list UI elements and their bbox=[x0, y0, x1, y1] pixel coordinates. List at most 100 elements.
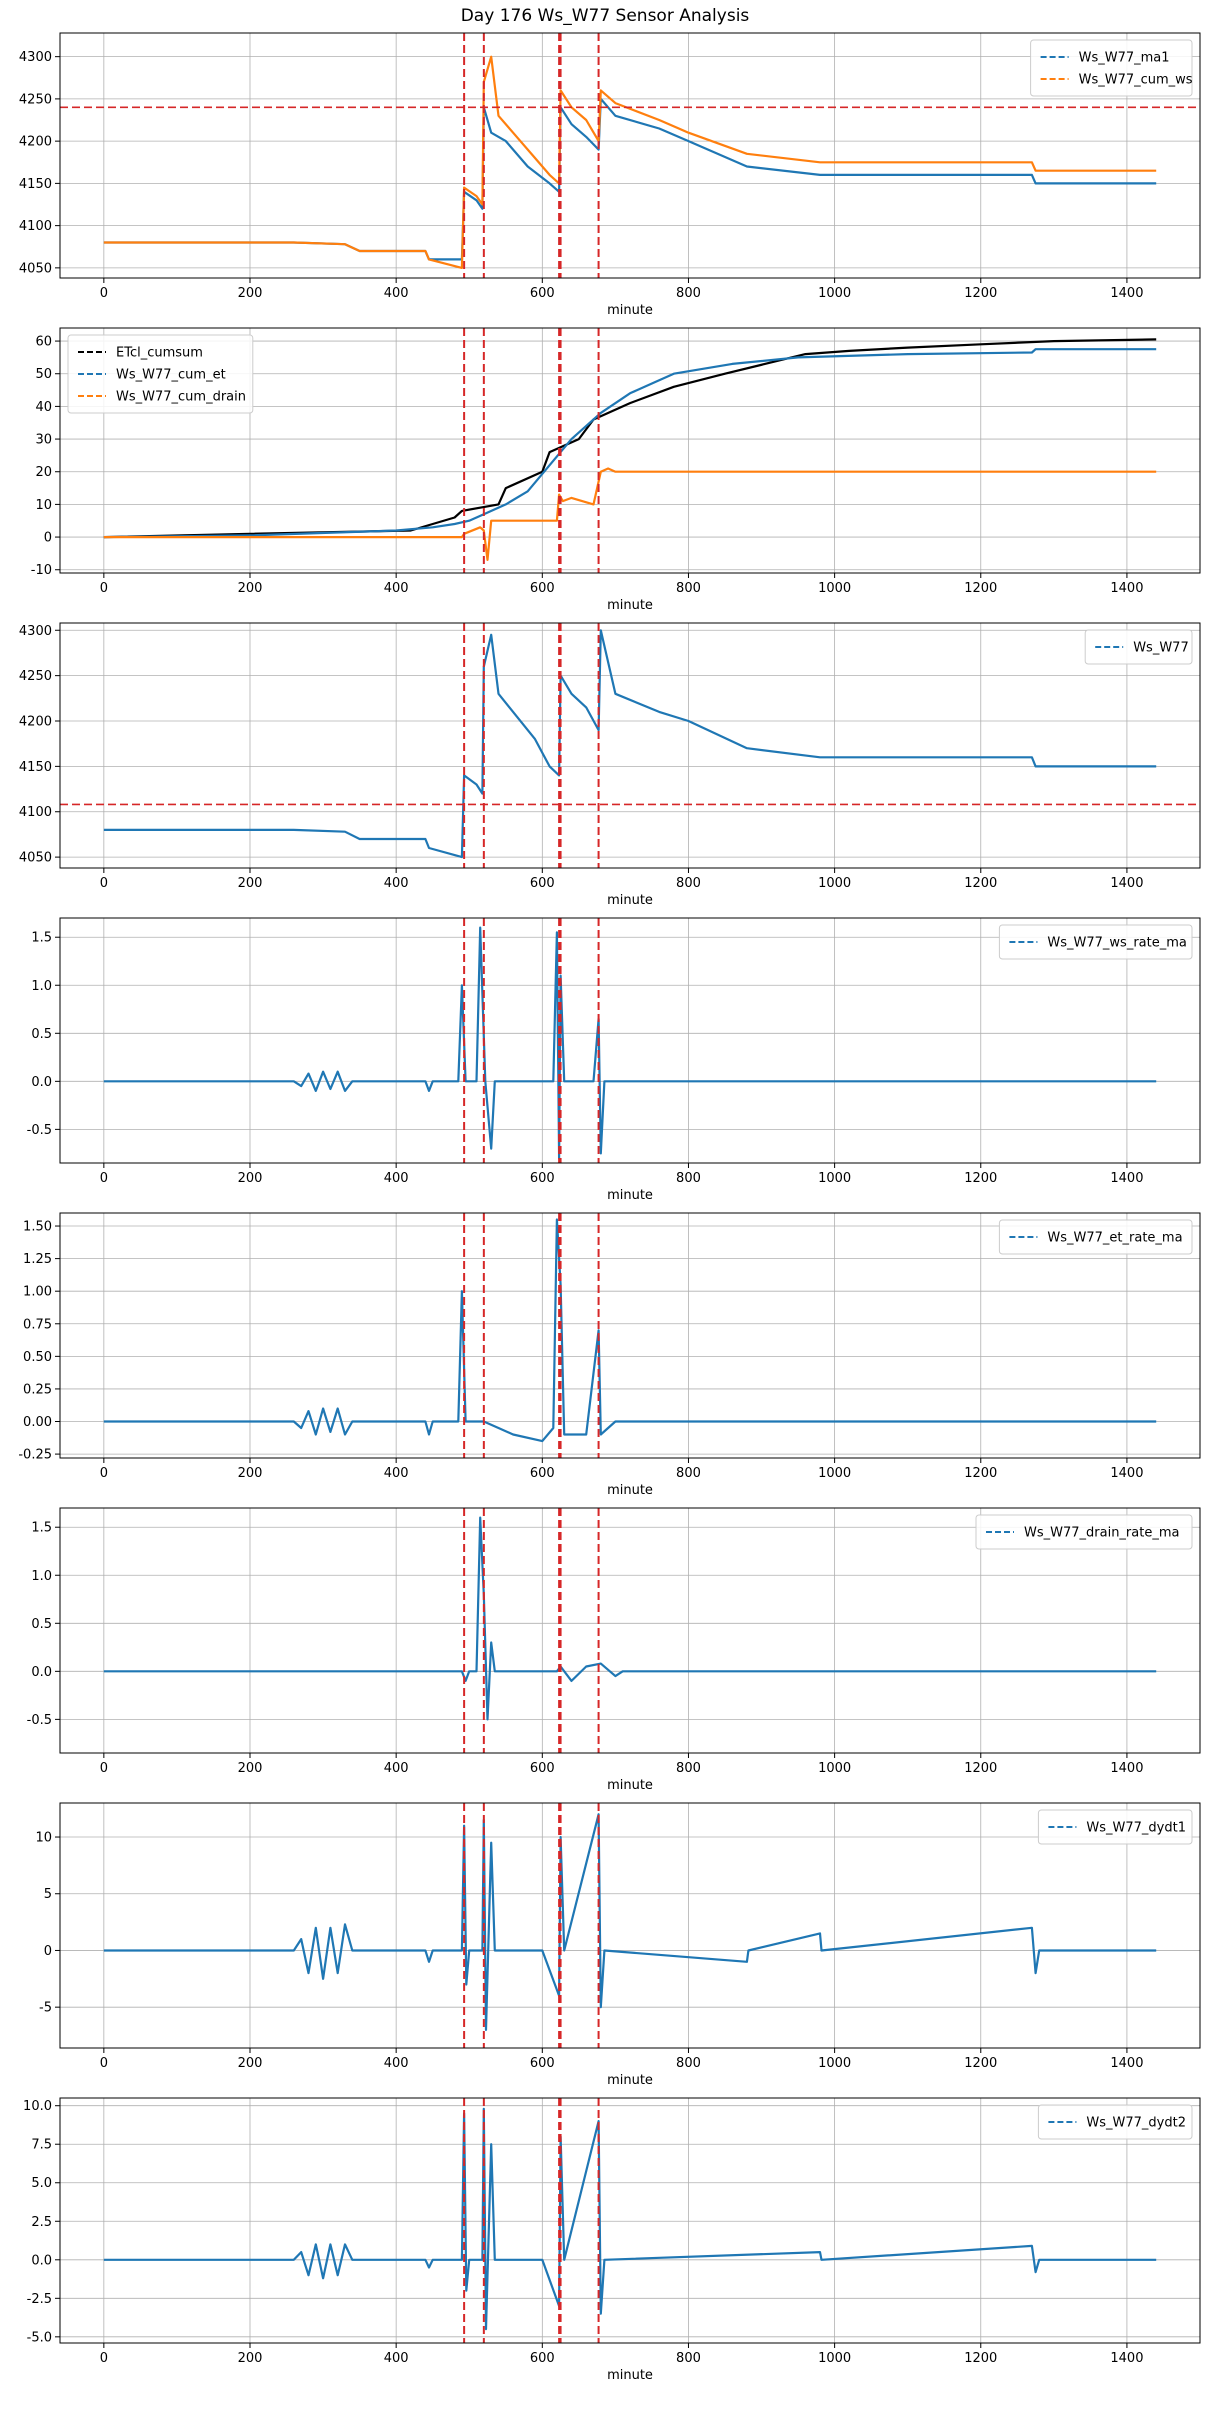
x-tick-label: 0 bbox=[100, 2056, 108, 2071]
y-tick-label: 0.50 bbox=[23, 1350, 52, 1365]
legend-box bbox=[67, 334, 254, 414]
plot-frame bbox=[59, 2097, 1201, 2344]
plot-frame bbox=[59, 1802, 1201, 2049]
legend: Ws_W77_ma1 Ws_W77_cum_ws bbox=[1030, 39, 1193, 97]
series-line-Ws_W77_dydt1 bbox=[103, 1813, 1157, 2031]
y-tick-label: 0.25 bbox=[23, 1382, 52, 1397]
x-tick-label: 1000 bbox=[818, 286, 851, 301]
y-tick-label: 4200 bbox=[19, 715, 52, 730]
x-tick-label: 1200 bbox=[964, 1171, 997, 1186]
x-axis-label: minute bbox=[607, 1778, 653, 1793]
y-tick-label: 1.50 bbox=[23, 1220, 52, 1235]
plot-area bbox=[60, 33, 1200, 278]
legend-label: Ws_W77 bbox=[1133, 641, 1189, 656]
plot-frame bbox=[59, 1212, 1201, 1459]
x-axis-label: minute bbox=[607, 1483, 653, 1498]
x-tick-label: 1000 bbox=[818, 2351, 851, 2366]
plot-frame bbox=[59, 32, 1201, 279]
y-tick-label: 4100 bbox=[19, 805, 52, 820]
y-tick-label: -5.0 bbox=[27, 2330, 52, 2345]
x-tick-label: 1200 bbox=[964, 2056, 997, 2071]
x-tick-label: 1000 bbox=[818, 2056, 851, 2071]
plot-frame bbox=[59, 622, 1201, 869]
legend-box bbox=[998, 924, 1193, 960]
plot-area bbox=[103, 1508, 1157, 1753]
x-tick-label: 1000 bbox=[818, 1466, 851, 1481]
x-axis-label: minute bbox=[607, 893, 653, 908]
x-tick-label: 1200 bbox=[964, 1761, 997, 1776]
y-tick-label: 5.0 bbox=[31, 2176, 52, 2191]
x-tick-label: 800 bbox=[676, 1761, 701, 1776]
x-tick-label: 200 bbox=[238, 876, 263, 891]
x-tick-label: 1200 bbox=[964, 876, 997, 891]
legend-box bbox=[1084, 629, 1193, 665]
series-line-Ws_W77_cum_drain bbox=[103, 467, 1157, 561]
x-tick-label: 400 bbox=[384, 1171, 409, 1186]
y-tick-label: 40 bbox=[35, 400, 52, 415]
plot-area bbox=[103, 1803, 1157, 2048]
series-line-Ws_W77_cum_ws bbox=[103, 55, 1157, 269]
y-tick-label: 4300 bbox=[19, 624, 52, 639]
chart-panel-5: 0 200 400 600 800 1000 1200 1400 -0.25 0.00 0.25 0.… bbox=[18, 1212, 1201, 1498]
legend: Ws_W77_drain_rate_ma bbox=[975, 1514, 1193, 1550]
y-tick-label: 5 bbox=[44, 1887, 52, 1902]
x-tick-label: 800 bbox=[676, 286, 701, 301]
y-tick-label: 0.0 bbox=[31, 1665, 52, 1680]
legend-box bbox=[1030, 39, 1193, 97]
x-tick-label: 400 bbox=[384, 2351, 409, 2366]
x-tick-label: 800 bbox=[676, 1171, 701, 1186]
y-tick-label: 0.0 bbox=[31, 1075, 52, 1090]
y-tick-label: 50 bbox=[35, 367, 52, 382]
x-tick-label: 1400 bbox=[1110, 2351, 1143, 2366]
series-line-Ws_W77_cum_et bbox=[103, 348, 1157, 539]
legend-label: Ws_W77_cum_ws bbox=[1079, 73, 1193, 88]
y-tick-label: -0.5 bbox=[27, 1123, 52, 1138]
x-tick-label: 600 bbox=[530, 1171, 555, 1186]
y-tick-label: 7.5 bbox=[31, 2138, 52, 2153]
x-tick-label: 0 bbox=[100, 2351, 108, 2366]
legend-label: Ws_W77_et_rate_ma bbox=[1047, 1231, 1182, 1246]
x-tick-label: 0 bbox=[100, 1466, 108, 1481]
x-tick-label: 1400 bbox=[1110, 876, 1143, 891]
x-tick-label: 200 bbox=[238, 581, 263, 596]
plot-frame bbox=[59, 1507, 1201, 1754]
series-line-Ws_W77_ma1 bbox=[103, 97, 1157, 261]
y-tick-label: 20 bbox=[35, 465, 52, 480]
chart-panel-8: 0 200 400 600 800 1000 1200 1400 -5.0 -2.5 0.0 2.5 5… bbox=[23, 2097, 1201, 2383]
legend-box bbox=[1037, 1809, 1193, 1845]
legend-box bbox=[998, 1219, 1193, 1255]
x-tick-label: 1000 bbox=[818, 581, 851, 596]
x-tick-label: 400 bbox=[384, 876, 409, 891]
x-tick-label: 600 bbox=[530, 2351, 555, 2366]
x-tick-label: 0 bbox=[100, 876, 108, 891]
chart-panel-4: 0 200 400 600 800 1000 1200 1400 -0.5 0.0 0.5 1.0 1.… bbox=[27, 917, 1201, 1203]
y-tick-label: 1.0 bbox=[31, 1569, 52, 1584]
y-tick-label: 10 bbox=[35, 1831, 52, 1846]
chart-panel-2: 0 200 400 600 800 1000 1200 1400 -10 0 10 20 30 40 50 6… bbox=[31, 327, 1201, 613]
x-axis-label: minute bbox=[607, 2073, 653, 2088]
series-line-Ws_W77_dydt2 bbox=[103, 2107, 1157, 2331]
x-axis-label: minute bbox=[607, 2368, 653, 2383]
y-tick-label: 1.0 bbox=[31, 979, 52, 994]
y-tick-label: 1.5 bbox=[31, 1521, 52, 1536]
x-tick-label: 0 bbox=[100, 1171, 108, 1186]
panels: 0 200 400 600 800 1000 1200 1400405041004150420… bbox=[18, 32, 1201, 2383]
legend-box bbox=[1037, 2104, 1193, 2140]
plot-area bbox=[103, 2098, 1157, 2343]
x-tick-label: 200 bbox=[238, 1171, 263, 1186]
y-tick-label: -10 bbox=[31, 563, 52, 578]
y-tick-label: 0.0 bbox=[31, 2253, 52, 2268]
x-tick-label: 400 bbox=[384, 1761, 409, 1776]
legend: Ws_W77 bbox=[1084, 629, 1193, 665]
series-line-Ws_W77_drain_rate_ma bbox=[103, 1516, 1157, 1721]
x-tick-label: 400 bbox=[384, 581, 409, 596]
y-tick-label: 2.5 bbox=[31, 2215, 52, 2230]
series-line-ETcl_cumsum bbox=[103, 338, 1157, 539]
y-tick-label: -0.5 bbox=[27, 1713, 52, 1728]
x-tick-label: 1200 bbox=[964, 1466, 997, 1481]
legend-label: Ws_W77_drain_rate_ma bbox=[1024, 1526, 1179, 1541]
x-tick-label: 400 bbox=[384, 2056, 409, 2071]
legend-label: Ws_W77_dydt1 bbox=[1086, 1821, 1186, 1836]
legend-label: Ws_W77_dydt2 bbox=[1086, 2116, 1186, 2131]
